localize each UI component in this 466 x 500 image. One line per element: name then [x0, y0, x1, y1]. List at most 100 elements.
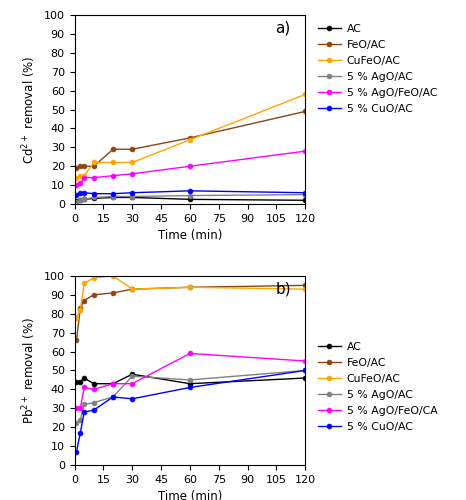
5 % AgO/AC [91, 194, 96, 200]
CuFeO/AC [187, 137, 193, 143]
5 % CuO/AC [77, 430, 83, 436]
5 % CuO/AC [187, 188, 193, 194]
5 % AgO/AC [187, 192, 193, 198]
AC [77, 379, 83, 385]
Line: 5 % AgO/FeO/CA: 5 % AgO/FeO/CA [74, 351, 308, 410]
5 % CuO/AC [110, 190, 116, 196]
AC [74, 379, 79, 385]
X-axis label: Time (min): Time (min) [158, 490, 222, 500]
5 % AgO/FeO/AC [302, 148, 308, 154]
Line: 5 % CuO/AC: 5 % CuO/AC [74, 368, 308, 454]
5 % CuO/AC [130, 396, 135, 402]
AC [187, 196, 193, 202]
5 % CuO/AC [302, 190, 308, 196]
CuFeO/AC [91, 275, 96, 281]
FeO/AC [91, 292, 96, 298]
Line: 5 % CuO/AC: 5 % CuO/AC [74, 188, 308, 197]
5 % AgO/AC [74, 420, 79, 426]
FeO/AC [110, 290, 116, 296]
5 % AgO/FeO/AC [130, 171, 135, 177]
CuFeO/AC [82, 172, 87, 178]
CuFeO/AC [187, 284, 193, 290]
FeO/AC [302, 282, 308, 288]
FeO/AC [302, 108, 308, 114]
CuFeO/AC [74, 174, 79, 180]
CuFeO/AC [77, 307, 83, 313]
5 % AgO/FeO/CA [187, 350, 193, 356]
5 % CuO/AC [74, 449, 79, 455]
5 % AgO/AC [82, 402, 87, 407]
CuFeO/AC [91, 160, 96, 166]
Y-axis label: Cd$^{2+}$ removal (%): Cd$^{2+}$ removal (%) [21, 56, 38, 164]
CuFeO/AC [110, 160, 116, 166]
AC [91, 380, 96, 386]
AC [110, 380, 116, 386]
5 % AgO/AC [110, 394, 116, 400]
5 % AgO/FeO/CA [74, 406, 79, 411]
Text: a): a) [275, 20, 290, 36]
5 % AgO/AC [302, 368, 308, 374]
5 % AgO/FeO/CA [110, 380, 116, 386]
AC [187, 380, 193, 386]
5 % CuO/AC [91, 407, 96, 413]
5 % AgO/AC [82, 196, 87, 202]
CuFeO/AC [82, 280, 87, 286]
AC [82, 375, 87, 381]
5 % CuO/AC [110, 394, 116, 400]
Line: AC: AC [74, 372, 308, 386]
CuFeO/AC [77, 172, 83, 178]
CuFeO/AC [110, 273, 116, 279]
AC [91, 196, 96, 202]
CuFeO/AC [130, 160, 135, 166]
FeO/AC [130, 146, 135, 152]
5 % CuO/AC [82, 409, 87, 415]
5 % CuO/AC [302, 368, 308, 374]
CuFeO/AC [74, 314, 79, 320]
5 % AgO/FeO/AC [74, 182, 79, 188]
FeO/AC [74, 165, 79, 171]
5 % AgO/AC [187, 377, 193, 383]
Text: b): b) [275, 282, 291, 296]
AC [302, 198, 308, 203]
5 % AgO/AC [91, 400, 96, 406]
FeO/AC [130, 286, 135, 292]
5 % CuO/AC [130, 190, 135, 196]
Line: 5 % AgO/AC: 5 % AgO/AC [74, 192, 308, 204]
Line: CuFeO/AC: CuFeO/AC [74, 92, 308, 180]
5 % AgO/FeO/CA [77, 406, 83, 411]
5 % AgO/AC [77, 198, 83, 203]
FeO/AC [82, 164, 87, 170]
AC [302, 375, 308, 381]
FeO/AC [110, 146, 116, 152]
Legend: AC, FeO/AC, CuFeO/AC, 5 % AgO/AC, 5 % AgO/FeO/CA, 5 % CuO/AC: AC, FeO/AC, CuFeO/AC, 5 % AgO/AC, 5 % Ag… [317, 342, 438, 432]
CuFeO/AC [130, 286, 135, 292]
5 % AgO/FeO/CA [130, 380, 135, 386]
5 % AgO/FeO/CA [82, 384, 87, 390]
5 % AgO/FeO/AC [77, 180, 83, 186]
5 % AgO/AC [302, 192, 308, 198]
Line: 5 % AgO/FeO/AC: 5 % AgO/FeO/AC [74, 148, 308, 188]
FeO/AC [91, 164, 96, 170]
5 % AgO/AC [130, 194, 135, 200]
5 % CuO/AC [74, 192, 79, 198]
5 % AgO/FeO/AC [82, 174, 87, 180]
5 % AgO/AC [74, 199, 79, 205]
X-axis label: Time (min): Time (min) [158, 230, 222, 242]
FeO/AC [77, 164, 83, 170]
Line: AC: AC [74, 195, 308, 203]
FeO/AC [187, 135, 193, 141]
FeO/AC [77, 305, 83, 311]
AC [130, 371, 135, 377]
5 % AgO/FeO/AC [91, 174, 96, 180]
Line: FeO/AC: FeO/AC [74, 283, 308, 343]
CuFeO/AC [302, 92, 308, 98]
5 % AgO/FeO/CA [302, 358, 308, 364]
FeO/AC [187, 284, 193, 290]
5 % CuO/AC [91, 190, 96, 196]
5 % CuO/AC [82, 190, 87, 196]
CuFeO/AC [302, 286, 308, 292]
Y-axis label: Pb$^{2+}$ removal (%): Pb$^{2+}$ removal (%) [21, 317, 38, 424]
FeO/AC [82, 298, 87, 304]
5 % AgO/FeO/AC [110, 172, 116, 178]
AC [130, 194, 135, 200]
